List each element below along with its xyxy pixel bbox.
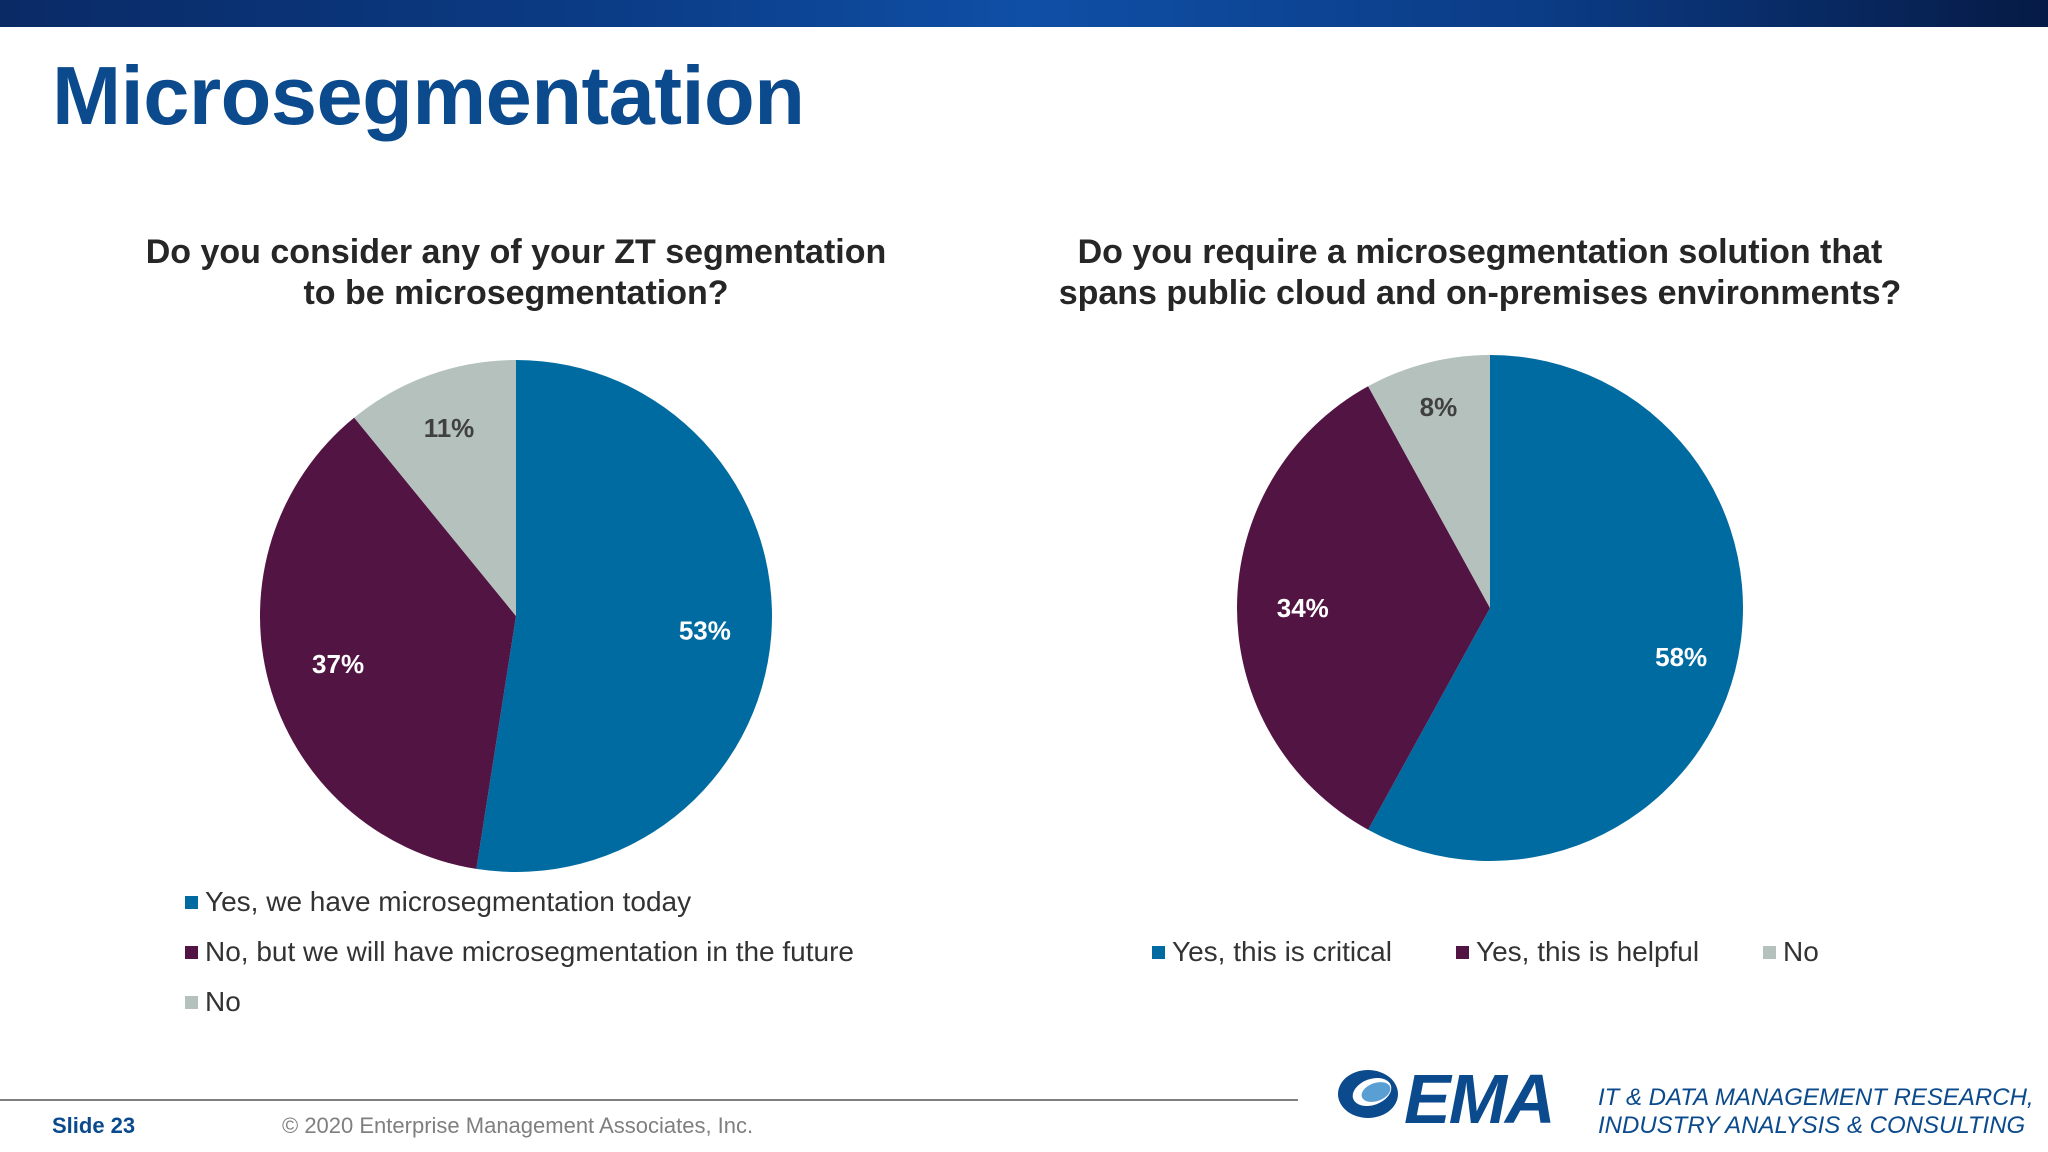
legend-swatch-purple: [1456, 945, 1469, 959]
legend-2-item-no: No: [1763, 936, 1819, 968]
pie-1-slice-2: [259, 417, 516, 869]
copyright-notice: © 2020 Enterprise Management Associates,…: [282, 1113, 754, 1138]
legend-2-item-critical: Yes, this is critical: [1152, 936, 1392, 968]
legend-label: No: [205, 986, 241, 1017]
pie-1-slice-1: [476, 360, 772, 872]
legend-1-item-future: No, but we will have microsegmentation i…: [185, 936, 854, 968]
pie-2-data-label-3: 8%: [1420, 392, 1458, 422]
page-title: Microsegmentation: [52, 49, 805, 142]
pie-1-data-label-3: 11%: [424, 413, 475, 443]
pie-2-data-label-2: 34%: [1277, 593, 1329, 623]
legend-swatch-purple: [185, 945, 198, 959]
legend-label: No: [1783, 936, 1819, 967]
chart-1-title: Do you consider any of your ZT segmentat…: [120, 232, 912, 314]
company-tagline: IT & DATA MANAGEMENT RESEARCH, INDUSTRY …: [1598, 1084, 2034, 1140]
chart-2-title: Do you require a microsegmentation solut…: [1030, 232, 1930, 314]
legend-swatch-gray: [1763, 945, 1776, 959]
tagline-line-2: INDUSTRY ANALYSIS & CONSULTING: [1598, 1112, 2026, 1139]
legend-label: Yes, we have microsegmentation today: [205, 886, 692, 917]
chart-2-title-line-1: Do you require a microsegmentation solut…: [1077, 233, 1883, 271]
legend-swatch-blue: [1152, 945, 1165, 959]
legend-swatch-blue: [185, 895, 198, 909]
footer-divider: [0, 1099, 1298, 1101]
top-banner: [0, 0, 2048, 27]
slide-number: Slide 23: [52, 1113, 136, 1138]
pie-1-slice-3: [354, 360, 516, 616]
chart-1-title-line-2: to be microsegmentation?: [303, 274, 729, 312]
pie-2-slice-1: [1368, 355, 1744, 861]
ema-logo-text: EMA: [1404, 1060, 1556, 1138]
chart-1-title-line-1: Do you consider any of your ZT segmentat…: [145, 233, 887, 271]
legend-label: Yes, this is critical: [1172, 936, 1392, 967]
ema-swoosh-icon: [1338, 1070, 1398, 1118]
chart-2-title-line-2: spans public cloud and on-premises envir…: [1058, 274, 1902, 312]
legend-1-item-no: No: [185, 986, 241, 1018]
legend-label: No, but we will have microsegmentation i…: [205, 936, 854, 967]
legend-2-item-helpful: Yes, this is helpful: [1456, 936, 1699, 968]
tagline-line-1: IT & DATA MANAGEMENT RESEARCH,: [1598, 1084, 2034, 1111]
pie-2-data-label-1: 58%: [1655, 642, 1707, 672]
legend-1-item-yes-today: Yes, we have microsegmentation today: [185, 886, 691, 918]
pie-2-slice-3: [1368, 355, 1490, 608]
legend-label: Yes, this is helpful: [1476, 936, 1700, 967]
pie-2-slice-2: [1237, 386, 1490, 830]
pie-1-data-label-2: 37%: [312, 649, 364, 679]
legend-swatch-gray: [185, 995, 198, 1009]
pie-1-data-label-1: 53%: [679, 616, 731, 646]
